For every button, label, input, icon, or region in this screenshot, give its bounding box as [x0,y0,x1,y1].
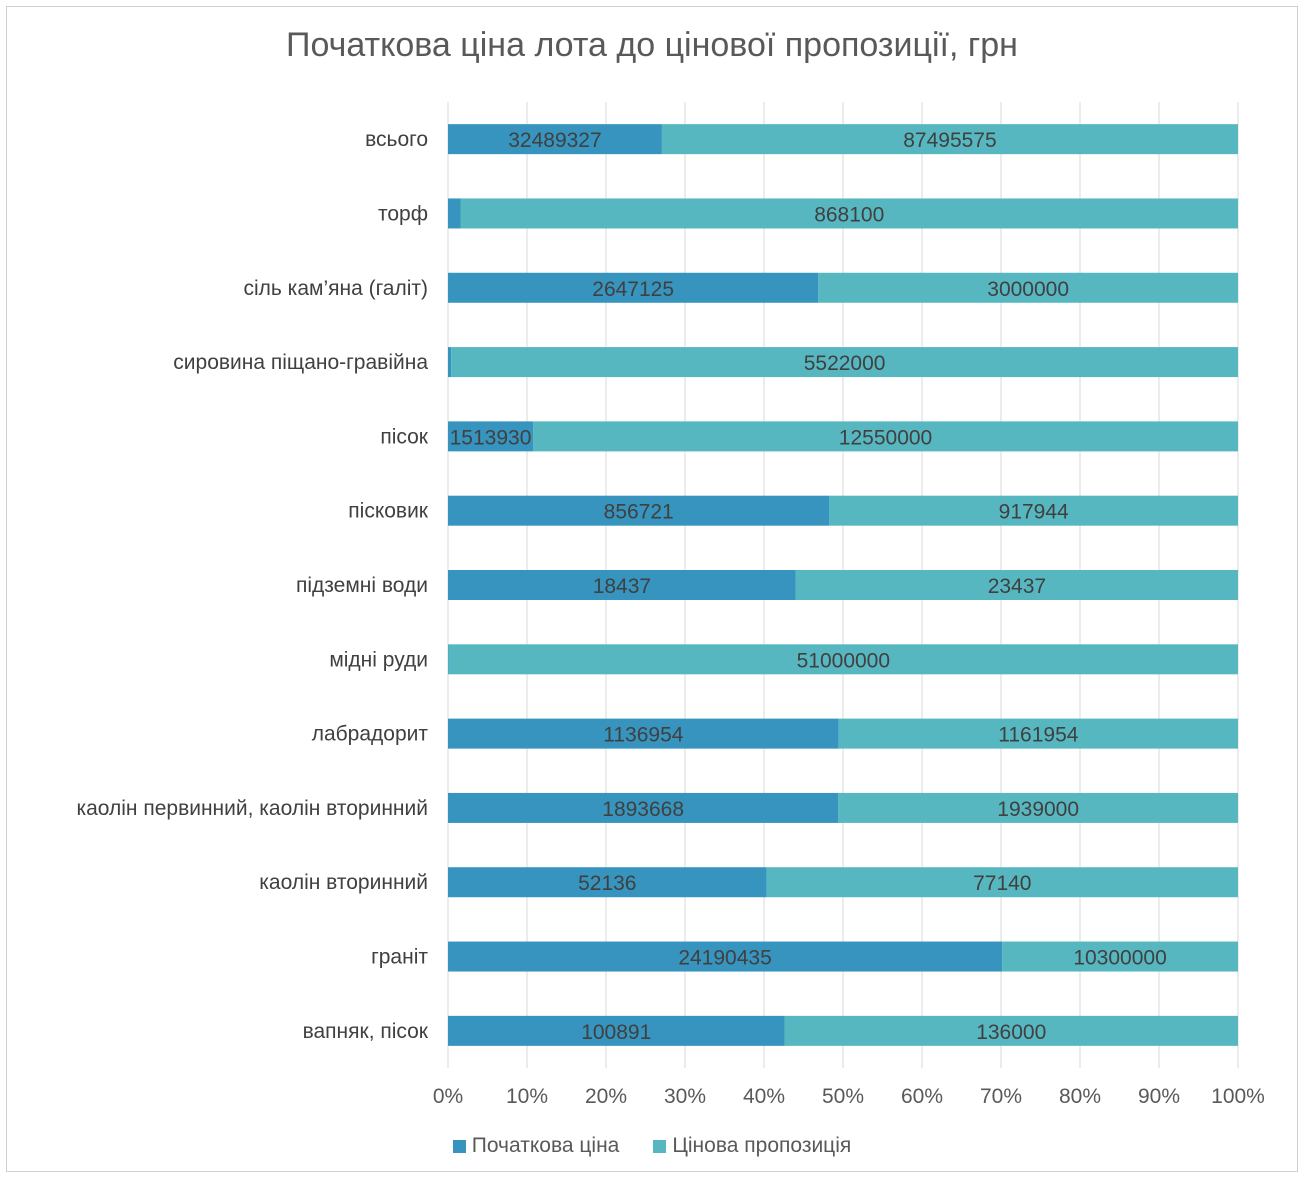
x-tick-label: 100% [1211,1085,1265,1108]
bar-initial-price [448,198,461,229]
category-label: вапняк, пісок [303,1020,429,1043]
legend-swatch [653,1139,667,1153]
x-tick-label: 50% [822,1085,864,1108]
data-label: 1939000 [997,798,1079,821]
x-tick-label: 20% [585,1085,627,1108]
bar-price-offer [1002,941,1238,972]
legend-item: Початкова ціна [452,1134,620,1158]
category-label: мідні руди [329,648,428,671]
x-tick-label: 40% [743,1085,785,1108]
chart-title: Початкова ціна лота до цінової пропозиці… [286,26,1018,64]
legend-label: Початкова ціна [471,1134,620,1157]
data-label: 18437 [593,575,651,598]
bar-price-offer [818,272,1238,303]
data-label: 1136954 [603,724,684,747]
x-tick-label: 70% [980,1085,1022,1108]
bar-initial-price [448,124,662,155]
bar-price-offer [829,495,1238,526]
data-label: 1161954 [998,724,1079,747]
legend: Початкова ціна Цінова пропозиція [0,1134,1304,1158]
bar-price-offer [460,198,1239,229]
bar-price-offer [533,421,1238,452]
bar-initial-price [448,644,449,675]
data-label: 5522000 [804,352,886,375]
x-tick-label: 0% [433,1085,463,1108]
x-tick-label: 90% [1138,1085,1180,1108]
category-label: сировина піщано-гравійна [173,351,428,374]
legend-swatch [452,1139,466,1153]
bar-initial-price [448,718,839,749]
x-tick-label: 60% [901,1085,943,1108]
data-label: 51000000 [797,649,890,672]
bar-initial-price [448,421,534,452]
bar-initial-price [448,867,767,898]
legend-item: Цінова пропозиція [653,1134,851,1158]
data-label: 77140 [973,872,1031,895]
bar-initial-price [448,1015,785,1046]
category-label: підземні води [296,574,428,597]
data-label: 100891 [581,1021,651,1044]
bar-initial-price [448,495,830,526]
data-label: 32489327 [508,129,601,152]
bar-price-offer [766,867,1238,898]
data-label: 24190435 [678,947,771,970]
data-label: 23437 [988,575,1046,598]
x-tick-label: 30% [664,1085,706,1108]
category-label: сіль кам’яна (галіт) [243,277,428,300]
data-label: 1513930 [450,426,532,449]
bar-initial-price [448,347,452,378]
bar-price-offer [784,1015,1238,1046]
category-label: лабрадорит [312,723,429,746]
category-label: граніт [371,946,428,969]
data-label: 136000 [976,1021,1046,1044]
data-label: 1893668 [602,798,684,821]
x-tick-label: 80% [1059,1085,1101,1108]
bar-price-offer [448,644,1238,675]
bar-price-offer [838,718,1238,749]
category-label: пісковик [348,500,429,523]
data-label: 12550000 [839,426,932,449]
x-tick-label: 10% [506,1085,548,1108]
category-label: каолін первинний, каолін вторинний [76,797,428,820]
category-label: каолін вторинний [259,871,428,894]
data-label: 856721 [604,501,674,524]
bar-initial-price [448,570,796,600]
bar-price-offer [451,347,1238,378]
data-label: 917944 [999,501,1069,524]
bar-initial-price [448,792,839,823]
legend-label: Цінова пропозиція [672,1134,852,1157]
category-label: торф [378,202,428,225]
data-label: 868100 [814,203,884,226]
bar-price-offer [661,124,1238,155]
category-label: всього [365,128,428,151]
data-label: 87495575 [903,129,996,152]
bar-initial-price [448,941,1003,972]
bar-initial-price [448,272,819,303]
data-label: 10300000 [1073,947,1166,970]
data-label: 3000000 [987,278,1069,301]
data-label: 52136 [578,872,636,895]
bar-price-offer [838,792,1238,823]
category-label: пісок [380,425,428,448]
bar-price-offer [795,570,1238,600]
data-label: 2647125 [592,278,674,301]
